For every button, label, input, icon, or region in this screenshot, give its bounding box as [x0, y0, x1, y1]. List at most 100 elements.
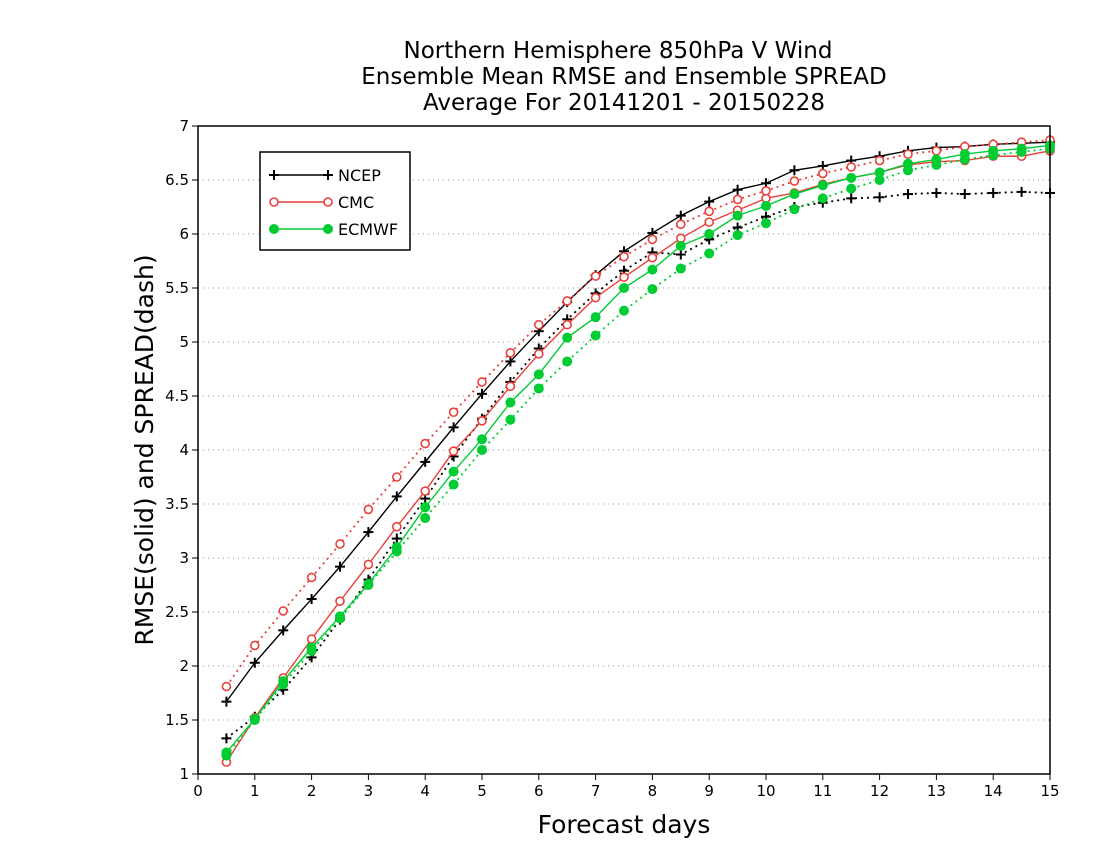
- ecmwf-spread-point: [363, 580, 374, 590]
- cmc-spread-point: [391, 472, 402, 482]
- y-tick-label: 5: [179, 333, 189, 351]
- ecmwf-rmse-point: [817, 180, 828, 191]
- cmc-spread-point: [789, 176, 800, 186]
- ecmwf-spread-point: [533, 383, 544, 394]
- legend-marker-cmc: [269, 197, 279, 207]
- ecmwf-spread-point: [647, 284, 658, 295]
- ecmwf-rmse-point: [675, 240, 686, 251]
- cmc-spread-point: [619, 251, 629, 262]
- cmc-rmse-point: [619, 272, 629, 283]
- y-tick-label: 2.5: [165, 603, 189, 621]
- y-axis-label: RMSE(solid) and SPREAD(dash): [130, 254, 159, 645]
- y-tick-label: 3: [179, 549, 189, 567]
- x-tick-label: 1: [250, 782, 260, 800]
- ncep-spread-point: [221, 733, 232, 744]
- cmc-spread-point: [250, 640, 260, 651]
- ecmwf-spread-point: [562, 356, 573, 367]
- ecmwf-rmse-point: [562, 332, 573, 343]
- legend-marker-ncep: [323, 170, 333, 180]
- ecmwf-spread-point: [903, 165, 913, 176]
- ncep-rmse-point: [704, 196, 715, 207]
- cmc-spread-point: [817, 168, 828, 179]
- chart-title-line-2: Ensemble Mean RMSE and Ensemble SPREAD: [361, 64, 886, 90]
- legend-item-ecmwf: ECMWF: [269, 220, 398, 239]
- x-tick-label: 12: [870, 782, 889, 800]
- ecmwf-rmse-point: [846, 172, 857, 183]
- ecmwf-spread-point: [959, 154, 970, 165]
- ecmwf-spread-point: [761, 218, 771, 229]
- ecmwf-spread-point: [590, 330, 601, 341]
- cmc-spread-point: [221, 681, 232, 692]
- ecmwf-spread-point: [335, 613, 345, 624]
- legend-marker-ecmwf: [323, 224, 333, 234]
- ncep-rmse-point: [306, 594, 317, 605]
- ncep-rmse-point: [391, 491, 402, 502]
- x-tick-label: 8: [648, 782, 658, 800]
- ncep-rmse-point: [221, 696, 232, 707]
- cmc-spread-point: [562, 296, 573, 306]
- ncep-rmse-point: [675, 210, 686, 221]
- ecmwf-spread-point: [221, 750, 232, 761]
- y-axis: 1 1.5 2 2.5 3 3.5 4 4.5 5 5.5 6 6.5 7: [165, 117, 198, 783]
- x-tick-label: 7: [591, 782, 601, 800]
- legend-marker-ncep: [269, 170, 279, 180]
- x-tick-label: 11: [813, 782, 832, 800]
- y-tick-label: 1.5: [165, 711, 189, 729]
- ecmwf-rmse-point: [533, 369, 544, 380]
- ecmwf-spread-point: [732, 230, 743, 241]
- cmc-spread-point: [761, 186, 771, 196]
- ecmwf-rmse-point: [619, 283, 629, 293]
- ncep-spread-point: [874, 192, 885, 203]
- ecmwf-spread-point: [420, 513, 431, 524]
- ncep-rmse-point: [789, 165, 800, 176]
- ncep-spread-point: [959, 189, 970, 200]
- cmc-spread-point: [335, 539, 345, 549]
- y-tick-label: 1: [179, 765, 189, 783]
- ncep-rmse-point: [278, 625, 289, 636]
- y-tick-label: 7: [179, 117, 189, 135]
- cmc-spread-point: [846, 162, 857, 172]
- cmc-spread-point: [477, 377, 487, 387]
- cmc-spread-point: [448, 407, 459, 418]
- cmc-rmse-point: [647, 252, 658, 263]
- y-tick-label: 6.5: [165, 171, 189, 189]
- cmc-spread-point: [874, 155, 885, 166]
- legend-label-cmc: CMC: [338, 193, 374, 212]
- ecmwf-rmse-point: [789, 189, 800, 200]
- cmc-rmse-point: [363, 559, 374, 570]
- x-axis: 0 1 2 3 4 5 6 7 8 9 10 11 12 13 14 15: [193, 774, 1060, 800]
- ecmwf-rmse-point: [761, 200, 771, 211]
- ncep-rmse-point: [732, 184, 743, 195]
- ncep-spread-point: [391, 533, 402, 544]
- cmc-rmse-point: [704, 217, 715, 227]
- cmc-rmse-point: [477, 416, 487, 426]
- x-tick-label: 6: [534, 782, 544, 800]
- ecmwf-rmse-point: [647, 264, 658, 275]
- cmc-spread-point: [533, 319, 544, 330]
- x-tick-label: 3: [364, 782, 374, 800]
- cmc-rmse-point: [562, 319, 573, 330]
- cmc-spread-point: [675, 219, 686, 230]
- ecmwf-spread-point: [278, 679, 289, 690]
- legend: NCEP CMC ECMWF: [259, 151, 411, 251]
- ecmwf-rmse-point: [420, 502, 431, 513]
- legend-label-ecmwf: ECMWF: [338, 220, 398, 239]
- cmc-rmse-point: [533, 349, 544, 359]
- ecmwf-spread-point: [931, 159, 942, 170]
- ncep-rmse-point: [420, 456, 431, 467]
- ncep-spread-point: [675, 249, 686, 260]
- ecmwf-spread-point: [249, 715, 260, 725]
- legend-box: [259, 151, 411, 251]
- legend-marker-cmc: [323, 197, 333, 207]
- ecmwf-rmse-point: [448, 466, 459, 477]
- cmc-spread-point: [732, 194, 743, 205]
- cmc-rmse-point: [448, 446, 459, 456]
- ecmwf-spread-point: [306, 645, 317, 656]
- y-tick-label: 2: [179, 657, 189, 675]
- ecmwf-rmse-point: [505, 397, 516, 408]
- chart-title-line-3: Average For 20141201 - 20150228: [423, 90, 825, 116]
- ecmwf-spread-point: [1016, 146, 1027, 157]
- cmc-rmse-point: [420, 486, 431, 496]
- legend-marker-ecmwf: [269, 224, 279, 234]
